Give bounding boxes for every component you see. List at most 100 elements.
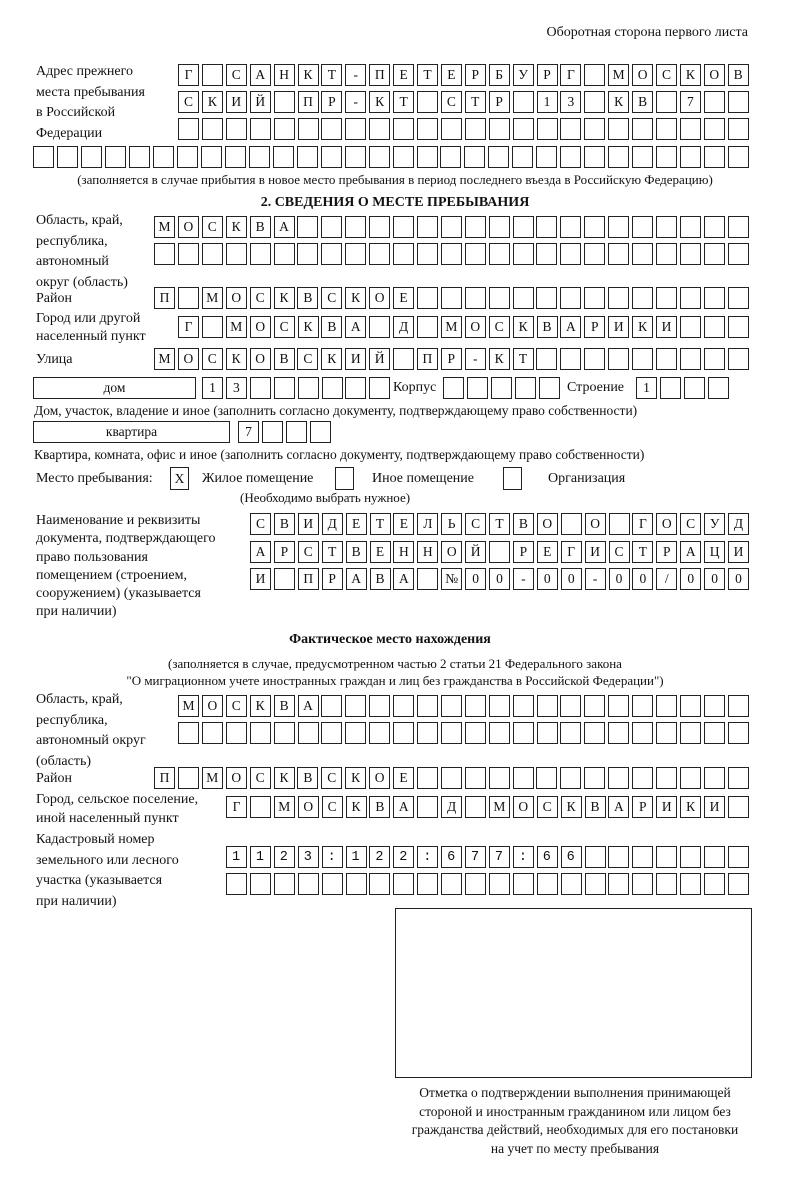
char-cell[interactable] <box>464 722 486 744</box>
char-cell[interactable] <box>56 146 78 168</box>
char-cell[interactable] <box>608 287 630 309</box>
char-cell[interactable] <box>297 377 319 399</box>
char-cell[interactable] <box>393 873 415 895</box>
char-cell[interactable] <box>488 216 510 238</box>
char-cell[interactable]: К <box>345 796 367 818</box>
char-cell[interactable] <box>584 64 606 86</box>
char-cell[interactable]: С <box>178 91 199 113</box>
char-cell[interactable]: У <box>512 64 534 86</box>
char-cell[interactable]: 0 <box>465 568 487 590</box>
char-cell[interactable]: К <box>608 91 630 113</box>
char-cell[interactable] <box>297 873 319 895</box>
char-cell[interactable] <box>224 146 246 168</box>
char-cell[interactable] <box>608 873 630 895</box>
char-cell[interactable]: 0 <box>560 568 582 590</box>
char-cell[interactable] <box>584 695 606 717</box>
char-cell[interactable] <box>584 243 606 265</box>
char-cell[interactable]: 0 <box>608 568 630 590</box>
char-cell[interactable] <box>656 695 677 717</box>
char-cell[interactable]: Д <box>728 513 749 535</box>
char-cell[interactable]: Г <box>632 513 654 535</box>
char-cell[interactable] <box>440 243 462 265</box>
char-cell[interactable] <box>154 243 175 265</box>
char-cell[interactable] <box>369 377 391 399</box>
char-cell[interactable] <box>608 348 630 370</box>
char-cell[interactable]: В <box>345 541 367 563</box>
char-cell[interactable] <box>584 873 606 895</box>
char-cell[interactable]: И <box>225 91 247 113</box>
char-cell[interactable] <box>320 146 342 168</box>
char-cell[interactable] <box>560 722 582 744</box>
char-cell[interactable] <box>464 118 486 140</box>
char-cell[interactable] <box>704 846 725 868</box>
char-cell[interactable] <box>440 118 462 140</box>
char-cell[interactable]: Б <box>488 64 510 86</box>
char-cell[interactable] <box>655 287 677 309</box>
char-cell[interactable] <box>201 722 223 744</box>
char-cell[interactable] <box>632 216 653 238</box>
char-cell[interactable] <box>655 767 677 789</box>
char-cell[interactable] <box>584 91 606 113</box>
char-cell[interactable] <box>656 873 678 895</box>
char-cell[interactable] <box>728 146 750 168</box>
char-cell[interactable] <box>176 146 198 168</box>
char-cell[interactable] <box>512 287 534 309</box>
char-cell[interactable] <box>416 146 438 168</box>
char-cell[interactable] <box>273 568 295 590</box>
char-cell[interactable] <box>393 846 415 868</box>
char-cell[interactable]: 3 <box>560 91 582 113</box>
char-cell[interactable] <box>584 767 606 789</box>
char-cell[interactable] <box>272 146 294 168</box>
char-cell[interactable]: В <box>297 287 319 309</box>
char-cell[interactable] <box>440 216 462 238</box>
char-cell[interactable] <box>297 722 319 744</box>
char-cell[interactable] <box>417 796 439 818</box>
char-cell[interactable] <box>369 722 391 744</box>
char-cell[interactable]: О <box>225 287 247 309</box>
char-cell[interactable]: И <box>704 796 725 818</box>
char-cell[interactable] <box>536 287 558 309</box>
char-cell[interactable]: В <box>249 216 271 238</box>
char-cell[interactable] <box>226 846 247 868</box>
char-cell[interactable] <box>608 513 630 535</box>
char-cell[interactable] <box>536 118 558 140</box>
char-cell[interactable] <box>560 513 582 535</box>
char-cell[interactable] <box>679 243 701 265</box>
char-cell[interactable] <box>296 146 318 168</box>
char-cell[interactable] <box>584 722 606 744</box>
char-cell[interactable] <box>727 846 749 868</box>
char-cell[interactable]: М <box>154 348 175 370</box>
char-cell[interactable]: А <box>345 568 367 590</box>
char-cell[interactable] <box>441 846 463 868</box>
char-cell[interactable]: С <box>321 767 343 789</box>
char-cell[interactable] <box>369 316 391 338</box>
char-cell[interactable] <box>632 287 653 309</box>
char-cell[interactable] <box>297 118 319 140</box>
char-cell[interactable] <box>679 722 701 744</box>
char-cell[interactable] <box>225 118 247 140</box>
char-cell[interactable] <box>226 873 247 895</box>
char-cell[interactable] <box>608 118 630 140</box>
char-cell[interactable] <box>273 91 295 113</box>
char-cell[interactable]: К <box>225 348 247 370</box>
char-cell[interactable] <box>656 722 677 744</box>
char-cell[interactable]: О <box>249 348 271 370</box>
char-cell[interactable] <box>632 722 654 744</box>
char-cell[interactable] <box>584 287 606 309</box>
char-cell[interactable]: В <box>512 513 534 535</box>
char-cell[interactable] <box>177 243 199 265</box>
char-cell[interactable]: Т <box>632 541 654 563</box>
char-cell[interactable] <box>560 846 582 868</box>
char-cell[interactable]: Н <box>273 64 295 86</box>
char-cell[interactable] <box>345 118 367 140</box>
char-cell[interactable] <box>309 421 331 443</box>
char-cell[interactable] <box>488 695 510 717</box>
char-cell[interactable]: С <box>488 316 510 338</box>
char-cell[interactable] <box>679 216 701 238</box>
char-cell[interactable]: К <box>560 796 582 818</box>
char-cell[interactable]: Н <box>417 541 439 563</box>
char-cell[interactable] <box>584 348 606 370</box>
char-cell[interactable]: А <box>560 316 582 338</box>
char-cell[interactable] <box>512 91 534 113</box>
char-cell[interactable] <box>178 118 199 140</box>
